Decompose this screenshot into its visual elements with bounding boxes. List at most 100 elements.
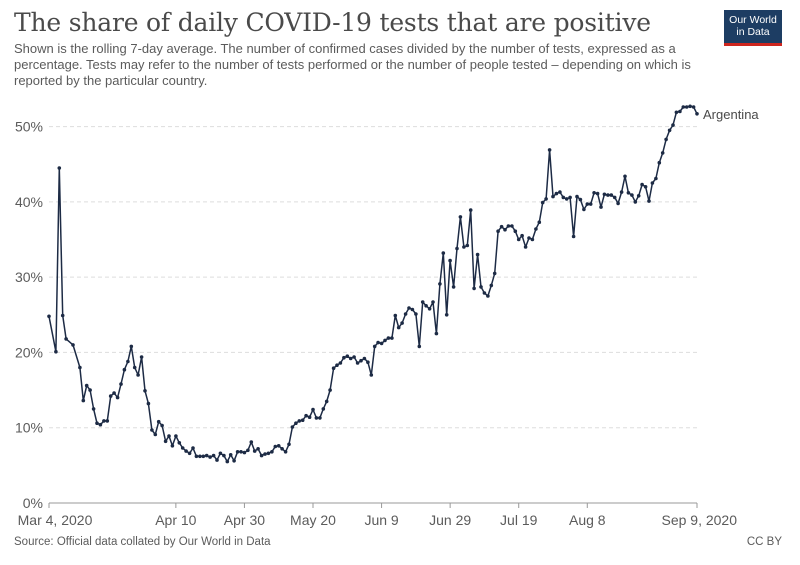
data-point xyxy=(300,418,305,423)
data-point xyxy=(633,200,638,204)
data-point xyxy=(143,389,147,393)
data-point xyxy=(424,304,428,308)
data-point xyxy=(352,355,356,359)
data-point xyxy=(198,454,202,459)
data-point xyxy=(523,245,528,249)
data-point xyxy=(657,160,662,165)
data-point xyxy=(585,202,590,206)
y-tick-label: 50% xyxy=(15,119,43,135)
data-point xyxy=(684,105,689,109)
owid-logo[interactable]: Our World in Data xyxy=(724,10,782,46)
data-point xyxy=(191,446,195,450)
data-point xyxy=(112,391,116,395)
series-end-label[interactable]: Argentina xyxy=(703,107,759,122)
data-point xyxy=(98,422,103,427)
data-point xyxy=(218,451,223,456)
data-point xyxy=(547,148,552,152)
data-point xyxy=(671,123,675,127)
data-point xyxy=(489,283,494,288)
data-point xyxy=(383,338,387,343)
logo-line-2: in Data xyxy=(736,26,770,38)
data-point xyxy=(91,407,96,411)
data-point xyxy=(486,294,490,298)
data-point xyxy=(654,176,658,181)
data-point xyxy=(578,197,583,202)
data-point xyxy=(636,194,641,198)
data-point xyxy=(444,313,449,317)
data-point xyxy=(612,195,617,200)
source-note: Source: Official data collated by Our Wo… xyxy=(14,536,271,548)
data-point xyxy=(544,197,548,201)
data-point xyxy=(232,459,236,463)
data-point xyxy=(414,312,418,316)
data-point xyxy=(187,451,192,456)
data-point xyxy=(132,365,137,370)
y-tick-label: 10% xyxy=(15,420,43,436)
data-point xyxy=(681,105,686,109)
data-point xyxy=(431,300,435,304)
data-point xyxy=(139,355,144,359)
data-point xyxy=(263,452,267,456)
data-point xyxy=(64,337,68,341)
logo-line-1: Our World xyxy=(729,14,777,26)
data-point xyxy=(434,331,439,336)
data-point xyxy=(84,383,89,388)
data-point xyxy=(174,434,178,438)
data-point xyxy=(122,367,127,372)
data-point xyxy=(582,207,586,212)
data-point xyxy=(201,454,206,459)
data-point xyxy=(496,229,500,233)
data-point xyxy=(249,440,254,444)
data-point xyxy=(403,312,408,316)
x-tick-label: Sep 9, 2020 xyxy=(661,512,737,528)
data-point xyxy=(88,388,92,392)
data-point xyxy=(534,227,538,231)
data-point xyxy=(568,195,572,200)
data-point xyxy=(691,105,696,109)
data-point xyxy=(537,220,542,224)
data-point xyxy=(280,447,284,451)
data-point xyxy=(259,453,264,458)
data-point xyxy=(276,444,281,448)
series-line-argentina xyxy=(48,105,698,463)
data-point xyxy=(335,363,339,368)
data-point xyxy=(47,314,51,319)
data-point xyxy=(95,421,99,426)
data-point xyxy=(366,360,370,365)
data-point xyxy=(314,416,319,420)
data-point xyxy=(465,243,470,248)
x-tick-label: Jun 29 xyxy=(429,512,471,528)
data-point xyxy=(660,151,665,155)
data-point xyxy=(119,382,123,386)
x-tick-label: Apr 30 xyxy=(224,512,265,528)
x-tick-label: Apr 10 xyxy=(155,512,196,528)
data-point xyxy=(321,407,326,411)
data-point xyxy=(530,237,535,242)
data-point xyxy=(328,388,332,392)
data-point xyxy=(348,356,353,361)
data-point xyxy=(355,361,360,365)
data-point xyxy=(338,361,343,365)
data-point xyxy=(558,190,562,194)
y-tick-label: 0% xyxy=(23,495,43,511)
data-point xyxy=(396,325,401,330)
data-point xyxy=(204,453,209,458)
data-point xyxy=(674,110,679,115)
data-point xyxy=(208,455,212,459)
x-tick-label: Mar 4, 2020 xyxy=(18,512,93,528)
data-point xyxy=(153,432,158,437)
data-point xyxy=(623,174,627,179)
license-link[interactable]: CC BY xyxy=(746,536,782,548)
chart-subtitle: Shown is the rolling 7-day average. The … xyxy=(14,41,691,88)
data-point xyxy=(592,191,596,195)
data-point xyxy=(595,191,600,196)
data-point xyxy=(211,453,216,458)
data-point xyxy=(126,359,130,364)
data-point xyxy=(619,190,624,194)
data-point xyxy=(626,191,631,195)
data-point xyxy=(441,251,446,255)
data-point xyxy=(630,193,634,197)
data-point xyxy=(362,356,367,361)
data-point xyxy=(664,137,668,142)
